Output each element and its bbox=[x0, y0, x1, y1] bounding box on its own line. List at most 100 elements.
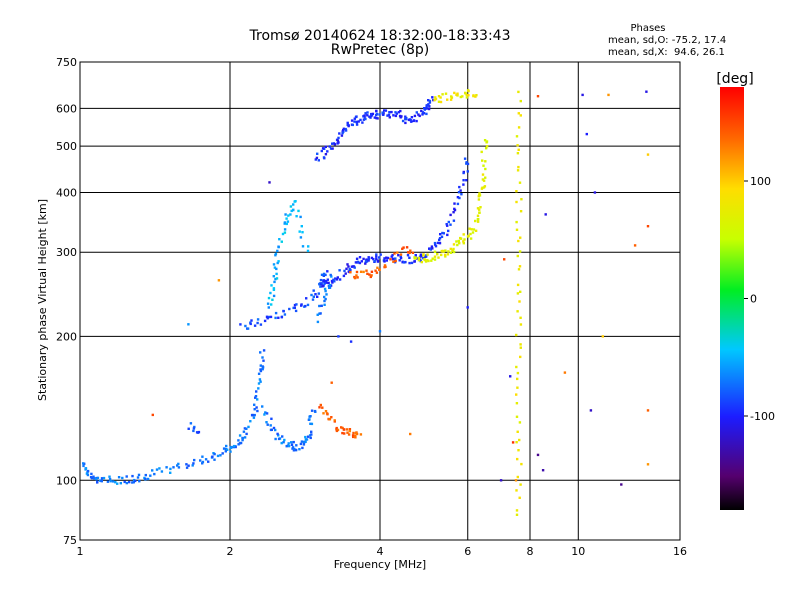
data-point bbox=[413, 114, 417, 118]
data-point bbox=[388, 111, 391, 114]
data-point bbox=[346, 121, 349, 125]
data-point bbox=[274, 316, 277, 320]
data-point bbox=[478, 192, 481, 195]
data-point bbox=[292, 306, 295, 310]
data-point bbox=[358, 256, 362, 259]
data-point bbox=[324, 273, 327, 277]
data-point bbox=[422, 253, 425, 256]
data-point bbox=[439, 233, 442, 236]
data-point bbox=[362, 270, 365, 274]
data-point bbox=[286, 220, 290, 223]
data-point bbox=[440, 253, 443, 257]
data-point bbox=[213, 458, 216, 461]
x-tick-label: 8 bbox=[527, 545, 534, 558]
data-point bbox=[544, 213, 547, 216]
data-point bbox=[367, 257, 371, 261]
data-point bbox=[375, 271, 379, 274]
data-point bbox=[302, 440, 306, 444]
data-point bbox=[108, 475, 111, 478]
data-point bbox=[199, 459, 202, 462]
data-point bbox=[376, 259, 380, 262]
data-point bbox=[237, 439, 240, 442]
data-point bbox=[325, 412, 329, 415]
data-point bbox=[518, 300, 521, 303]
data-point bbox=[350, 265, 354, 268]
data-point bbox=[340, 134, 344, 137]
data-point bbox=[243, 427, 247, 430]
data-point bbox=[466, 306, 469, 309]
data-point bbox=[261, 405, 264, 408]
data-point bbox=[336, 139, 340, 142]
x-tick-label: 10 bbox=[571, 545, 585, 558]
data-point bbox=[451, 249, 454, 252]
data-point bbox=[90, 472, 93, 476]
data-point bbox=[383, 264, 387, 267]
data-point bbox=[311, 298, 315, 301]
data-point bbox=[563, 371, 567, 374]
data-point bbox=[355, 270, 359, 274]
data-point bbox=[499, 479, 503, 482]
data-point bbox=[390, 255, 393, 258]
data-point bbox=[536, 95, 540, 98]
data-point bbox=[177, 462, 180, 466]
data-point bbox=[646, 153, 650, 156]
data-point bbox=[633, 244, 637, 247]
data-point bbox=[373, 116, 376, 119]
data-point bbox=[253, 413, 256, 417]
data-point bbox=[384, 265, 387, 268]
data-point bbox=[466, 162, 470, 166]
data-point bbox=[516, 144, 519, 147]
data-point bbox=[478, 193, 481, 197]
data-point bbox=[517, 449, 520, 452]
grid bbox=[80, 62, 680, 540]
data-point bbox=[517, 148, 520, 151]
data-point bbox=[282, 441, 285, 444]
data-point bbox=[301, 245, 305, 248]
data-point bbox=[249, 420, 252, 423]
data-point bbox=[361, 121, 364, 124]
data-point bbox=[440, 235, 444, 238]
data-point bbox=[399, 109, 402, 113]
data-point bbox=[434, 97, 438, 101]
data-point bbox=[265, 315, 269, 318]
data-point bbox=[337, 335, 340, 338]
data-point bbox=[144, 477, 147, 481]
data-point bbox=[256, 409, 259, 413]
data-point bbox=[324, 153, 328, 156]
data-point bbox=[308, 434, 312, 437]
data-point bbox=[102, 476, 106, 480]
data-point bbox=[259, 323, 263, 326]
data-point bbox=[207, 460, 210, 463]
data-point bbox=[305, 297, 308, 300]
data-point bbox=[438, 241, 441, 245]
data-point bbox=[249, 322, 252, 326]
data-point bbox=[483, 185, 487, 188]
data-point bbox=[274, 428, 277, 432]
data-point bbox=[201, 455, 204, 458]
data-point bbox=[360, 260, 363, 263]
data-point bbox=[462, 240, 465, 243]
data-point bbox=[336, 276, 339, 279]
data-point bbox=[343, 432, 346, 435]
colorbar-tick-label: 100 bbox=[750, 175, 771, 188]
data-point bbox=[393, 252, 396, 255]
data-point bbox=[476, 218, 480, 221]
data-point bbox=[439, 100, 443, 104]
data-point bbox=[347, 124, 350, 127]
data-point bbox=[430, 245, 434, 248]
data-point bbox=[254, 396, 257, 399]
data-point bbox=[410, 120, 413, 123]
data-point bbox=[393, 261, 397, 264]
data-point bbox=[518, 421, 522, 424]
data-point bbox=[399, 253, 403, 256]
data-point bbox=[132, 481, 135, 484]
data-point bbox=[257, 382, 261, 385]
data-point bbox=[456, 202, 460, 206]
data-point bbox=[84, 467, 88, 470]
data-point bbox=[516, 386, 519, 389]
data-point bbox=[375, 253, 378, 256]
data-point bbox=[169, 471, 172, 474]
data-point bbox=[342, 274, 346, 278]
data-point bbox=[266, 423, 269, 426]
data-point bbox=[353, 276, 357, 280]
